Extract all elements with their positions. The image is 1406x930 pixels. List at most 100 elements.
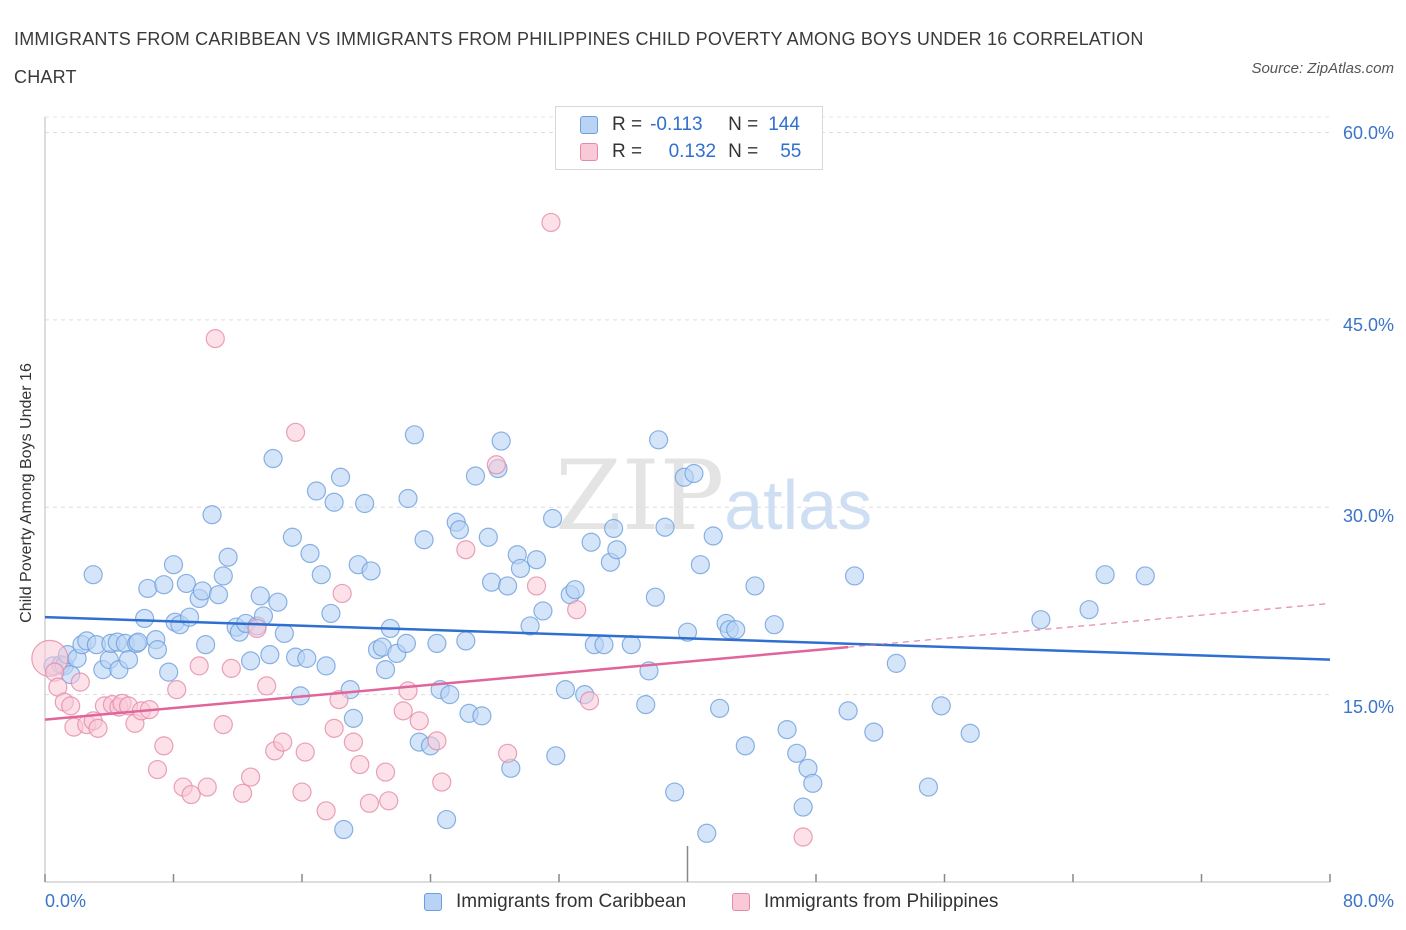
caribbean-point [472, 706, 492, 726]
philippines-trend-line [44, 645, 849, 721]
caribbean-point [436, 809, 457, 830]
philippines-point [316, 801, 336, 821]
legend-row-caribbean: R = -0.113 N = 144 [580, 113, 800, 137]
philippines-point [197, 777, 217, 797]
philippines-point [409, 711, 429, 731]
legend-item-philippines: Immigrants from Philippines [732, 890, 998, 914]
philippines-point [247, 618, 267, 639]
philippines-point [350, 754, 370, 775]
caribbean-point [456, 631, 476, 651]
watermark: ZIPatlas [555, 440, 872, 552]
philippines-n-value: 55 [780, 141, 802, 162]
caribbean-point [343, 708, 363, 728]
caribbean-point [604, 518, 624, 539]
caribbean-point [218, 547, 238, 567]
caribbean-point [594, 635, 614, 655]
caribbean-point [355, 493, 375, 514]
caribbean-point [250, 586, 270, 606]
caribbean-point [931, 696, 951, 716]
caribbean-point [960, 723, 980, 743]
caribbean-point [1135, 566, 1155, 586]
philippines-trend-extension [848, 602, 1331, 648]
caribbean-point [520, 616, 540, 636]
caribbean-point [154, 575, 174, 595]
caribbean-point [655, 517, 675, 537]
caribbean-point [793, 797, 813, 817]
caribbean-point [179, 607, 200, 627]
philippines-point [189, 656, 209, 676]
caribbean-point [886, 653, 906, 673]
caribbean-point [555, 680, 576, 700]
caribbean-point [202, 505, 222, 525]
caribbean-point [465, 466, 486, 486]
caribbean-point [526, 550, 547, 570]
philippines-legend-swatch [732, 893, 750, 911]
philippines-point [205, 329, 225, 349]
caribbean-point [710, 698, 730, 718]
y-axis-label: Child Poverty Among Boys Under 16 [18, 363, 35, 623]
caribbean-point [321, 603, 341, 624]
caribbean-trend-line [44, 615, 1331, 661]
caribbean-point [138, 578, 158, 599]
philippines-point [181, 784, 201, 805]
caribbean-point [311, 565, 331, 585]
philippines-point [456, 540, 476, 560]
caribbean-point [478, 527, 498, 547]
caribbean-point [621, 635, 641, 655]
caribbean-point [260, 645, 280, 665]
caribbean-point [297, 648, 317, 668]
caribbean-swatch [580, 116, 598, 134]
caribbean-point [787, 743, 807, 763]
caribbean-point [777, 720, 797, 740]
caribbean-point [128, 632, 148, 652]
caribbean-point [268, 592, 288, 612]
caribbean-n-value: 144 [768, 114, 800, 135]
philippines-point [343, 732, 363, 752]
caribbean-point [83, 565, 103, 585]
y-tick-label-45: 45.0% [1342, 315, 1394, 335]
caribbean-point [306, 481, 327, 501]
caribbean-r-value: -0.113 [650, 114, 703, 135]
philippines-point [398, 681, 418, 701]
caribbean-point [1079, 600, 1099, 620]
caribbean-point [330, 467, 351, 487]
caribbean-point [864, 722, 884, 742]
philippines-point [526, 576, 547, 596]
caribbean-point [665, 782, 685, 802]
philippines-point [154, 736, 174, 756]
philippines-point [295, 742, 315, 762]
caribbean-point [263, 448, 283, 469]
caribbean-point [147, 640, 168, 660]
philippines-point [579, 691, 600, 711]
philippines-swatch [580, 143, 598, 161]
legend-r-label: R = [612, 141, 643, 162]
caribbean-point [677, 622, 698, 642]
caribbean-point [208, 585, 229, 605]
legend-r-label: R = [612, 114, 643, 135]
legend-item-caribbean: Immigrants from Caribbean [424, 890, 686, 914]
philippines-point [241, 767, 261, 787]
caribbean-point [697, 823, 717, 843]
philippines-point [332, 583, 352, 604]
caribbean-point [449, 520, 470, 540]
y-tick-label-15: 15.0% [1342, 697, 1394, 717]
x-tick-label-min: 0.0% [45, 891, 87, 911]
caribbean-point [690, 555, 710, 575]
philippines-point [232, 783, 253, 803]
caribbean-point [440, 685, 460, 705]
caribbean-point [396, 633, 417, 654]
caribbean-point [803, 773, 823, 793]
caribbean-point [645, 587, 665, 607]
caribbean-point [648, 430, 669, 450]
caribbean-point [844, 566, 865, 586]
caribbean-point [316, 656, 336, 676]
caribbean-point [163, 555, 184, 575]
caribbean-point [498, 576, 518, 596]
caribbean-point [1095, 565, 1115, 585]
caribbean-point [918, 777, 939, 797]
caribbean-point [176, 573, 196, 594]
philippines-point [427, 731, 447, 751]
correlation-legend: R = -0.113 N = 144 R = 0.132 N = 55 [555, 106, 823, 170]
caribbean-point [565, 580, 585, 600]
chart-title: IMMIGRANTS FROM CARIBBEAN VS IMMIGRANTS … [14, 29, 1144, 87]
